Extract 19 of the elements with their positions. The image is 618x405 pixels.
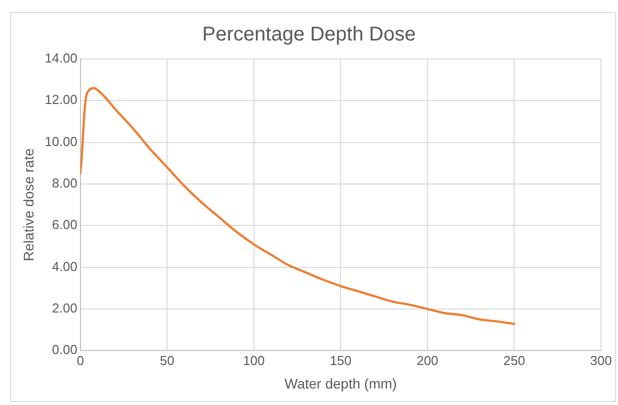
y-tick-label: 0.00 xyxy=(52,342,78,358)
y-tick-label: 4.00 xyxy=(52,258,78,274)
x-tick-label: 150 xyxy=(330,352,352,368)
y-tick-label: 10.00 xyxy=(44,134,78,149)
y-tick-label: 2.00 xyxy=(52,300,78,316)
x-tick-label: 250 xyxy=(503,352,526,368)
y-tick-label: 12.00 xyxy=(44,92,78,108)
x-tick-label: 100 xyxy=(243,352,265,368)
y-tick-label: 8.00 xyxy=(52,176,78,191)
chart-title: Percentage Depth Dose xyxy=(202,24,416,46)
y-tick-label: 6.00 xyxy=(52,217,78,232)
line-series xyxy=(80,87,516,326)
x-tick-label: 300 xyxy=(590,352,612,368)
x-tick-label: 50 xyxy=(160,352,174,368)
x-tick-label: 0 xyxy=(76,352,84,368)
x-axis-title: Water depth (mm) xyxy=(284,375,397,392)
y-axis-title: Relative dose rate xyxy=(20,148,36,262)
x-tick-label: 200 xyxy=(416,352,438,368)
y-tick-label: 14.00 xyxy=(44,50,78,66)
